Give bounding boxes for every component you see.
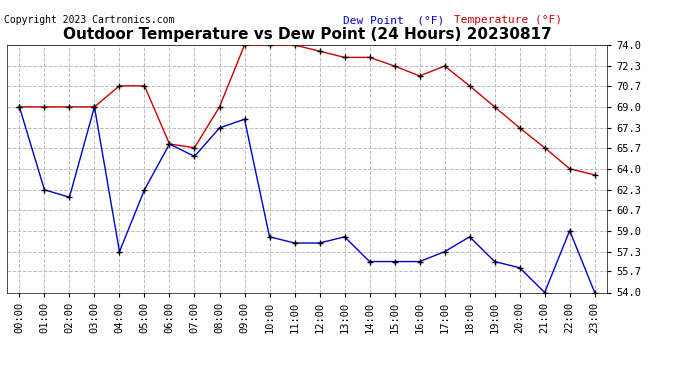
Text: Copyright 2023 Cartronics.com: Copyright 2023 Cartronics.com	[4, 15, 175, 25]
Text: Dew Point  (°F): Dew Point (°F)	[343, 15, 444, 25]
Text: Temperature (°F): Temperature (°F)	[454, 15, 562, 25]
Title: Outdoor Temperature vs Dew Point (24 Hours) 20230817: Outdoor Temperature vs Dew Point (24 Hou…	[63, 27, 551, 42]
